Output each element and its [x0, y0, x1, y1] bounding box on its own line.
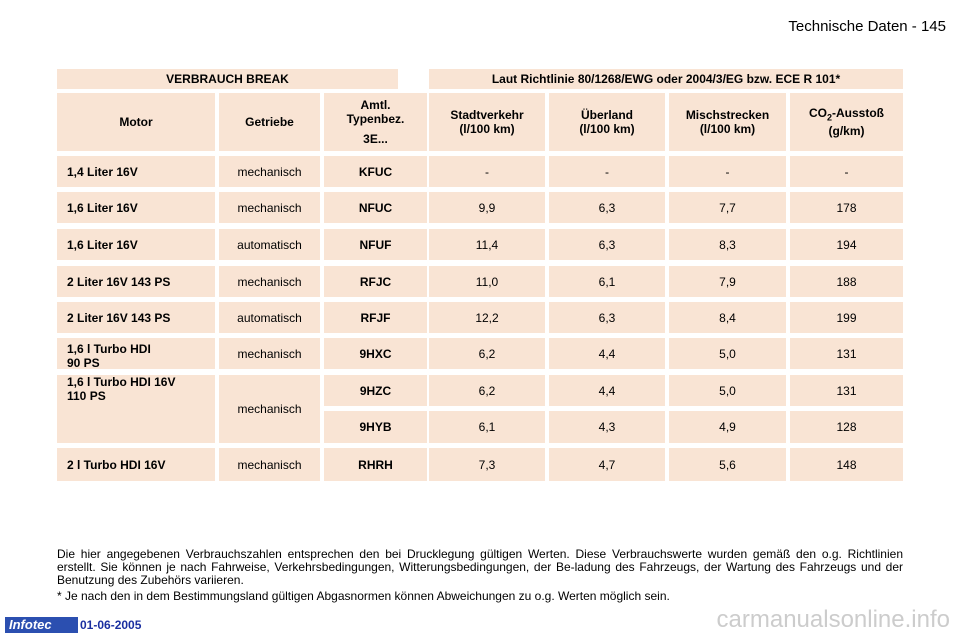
- table-cell-getriebe: automatisch: [219, 229, 320, 260]
- col-header-ueberland: Überland (l/100 km): [549, 93, 665, 151]
- table-cell-stadt: 9,9: [429, 192, 545, 223]
- table-cell-ueberland: 4,4: [549, 375, 665, 406]
- table-cell-typ: 9HXC: [324, 338, 427, 369]
- table-cell-typ: RFJF: [324, 302, 427, 333]
- table-cell-co2: 178: [790, 192, 903, 223]
- table-cell-co2: 148: [790, 448, 903, 481]
- table-cell-typ: KFUC: [324, 156, 427, 187]
- table-cell-motor: 2 Liter 16V 143 PS: [57, 266, 215, 297]
- col-header-co2: CO2-Ausstoß (g/km): [790, 93, 903, 151]
- table-cell-getriebe: mechanisch: [219, 266, 320, 297]
- table-cell-co2: 131: [790, 375, 903, 406]
- table-cell-stadt: 7,3: [429, 448, 545, 481]
- table-cell-ueberland: 6,3: [549, 302, 665, 333]
- col-header-misch: Mischstrecken (l/100 km): [669, 93, 786, 151]
- table-cell-misch: 7,9: [669, 266, 786, 297]
- table-cell-getriebe: mechanisch: [219, 192, 320, 223]
- col-header-misch-line1: Mischstrecken: [685, 108, 770, 122]
- col-header-ueberland-line1: Überland: [580, 108, 633, 122]
- col-header-typ: Amtl. Typenbez. 3E...: [324, 93, 427, 151]
- table-cell-misch: -: [669, 156, 786, 187]
- table-cell-typ: RHRH: [324, 448, 427, 481]
- motor-line2: 90 PS: [67, 356, 100, 370]
- table-standard: Laut Richtlinie 80/1268/EWG oder 2004/3/…: [429, 69, 903, 89]
- infotec-logo: Infotec: [5, 617, 78, 633]
- table-cell-co2: 199: [790, 302, 903, 333]
- table-cell-motor: 2 Liter 16V 143 PS: [57, 302, 215, 333]
- col-header-typ-line1: Amtl.: [360, 98, 391, 112]
- table-cell-typ: NFUF: [324, 229, 427, 260]
- table-cell-stadt: 11,4: [429, 229, 545, 260]
- table-cell-stadt: -: [429, 156, 545, 187]
- table-cell-misch: 4,9: [669, 411, 786, 443]
- table-cell-ueberland: 6,1: [549, 266, 665, 297]
- col-header-getriebe: Getriebe: [219, 93, 320, 151]
- table-cell-typ: 9HYB: [324, 411, 427, 443]
- table-cell-co2: 131: [790, 338, 903, 369]
- table-cell-co2: 194: [790, 229, 903, 260]
- table-cell-stadt: 12,2: [429, 302, 545, 333]
- col-header-stadt: Stadtverkehr (l/100 km): [429, 93, 545, 151]
- table-cell-stadt: 6,2: [429, 375, 545, 406]
- col-header-ueberland-line2: (l/100 km): [579, 122, 635, 136]
- print-date: 01-06-2005: [80, 618, 142, 632]
- co2-subscript: 2: [826, 112, 832, 123]
- table-cell-co2: -: [790, 156, 903, 187]
- table-cell-typ: NFUC: [324, 192, 427, 223]
- table-cell-getriebe: mechanisch: [219, 156, 320, 187]
- motor-line2: 110 PS: [67, 389, 106, 403]
- table-cell-stadt: 6,1: [429, 411, 545, 443]
- co2-prefix: CO: [808, 105, 827, 120]
- col-header-stadt-line2: (l/100 km): [459, 122, 515, 136]
- table-cell-motor: 1,6 l Turbo HDI 16V 110 PS: [57, 375, 215, 443]
- table-cell-getriebe: mechanisch: [219, 375, 320, 443]
- table-cell-typ: 9HZC: [324, 375, 427, 406]
- table-cell-misch: 8,3: [669, 229, 786, 260]
- table-cell-misch: 7,7: [669, 192, 786, 223]
- table-cell-misch: 5,0: [669, 338, 786, 369]
- col-header-co2-line2: (g/km): [828, 124, 865, 139]
- co2-suffix: -Ausstoß: [832, 105, 884, 120]
- table-cell-stadt: 6,2: [429, 338, 545, 369]
- table-cell-misch: 5,6: [669, 448, 786, 481]
- col-header-stadt-line1: Stadtverkehr: [450, 108, 524, 122]
- table-cell-co2: 128: [790, 411, 903, 443]
- table-cell-motor: 2 l Turbo HDI 16V: [57, 448, 215, 481]
- table-cell-ueberland: -: [549, 156, 665, 187]
- page-title: Technische Daten - 145: [788, 18, 946, 35]
- col-header-typ-line2: Typenbez.: [346, 112, 405, 126]
- table-cell-getriebe: automatisch: [219, 302, 320, 333]
- table-cell-ueberland: 6,3: [549, 229, 665, 260]
- watermark: carmanualsonline.info: [716, 606, 950, 633]
- table-cell-ueberland: 4,7: [549, 448, 665, 481]
- table-cell-ueberland: 4,3: [549, 411, 665, 443]
- table-cell-motor: 1,6 Liter 16V: [57, 192, 215, 223]
- table-cell-motor: 1,6 Liter 16V: [57, 229, 215, 260]
- motor-line1: 1,6 l Turbo HDI: [67, 342, 151, 356]
- motor-line1: 1,6 l Turbo HDI 16V: [67, 375, 176, 389]
- table-cell-ueberland: 4,4: [549, 338, 665, 369]
- table-cell-motor: 1,6 l Turbo HDI 90 PS: [57, 338, 215, 370]
- col-header-misch-line2: (l/100 km): [699, 122, 756, 136]
- col-header-co2-line1: CO2-Ausstoß: [809, 106, 884, 124]
- table-title: VERBRAUCH BREAK: [57, 69, 398, 89]
- col-header-typ-line3: 3E...: [363, 132, 388, 146]
- table-cell-getriebe: mechanisch: [219, 448, 320, 481]
- col-header-motor: Motor: [57, 93, 215, 151]
- table-cell-co2: 188: [790, 266, 903, 297]
- table-cell-stadt: 11,0: [429, 266, 545, 297]
- table-cell-ueberland: 6,3: [549, 192, 665, 223]
- table-cell-misch: 8,4: [669, 302, 786, 333]
- table-cell-misch: 5,0: [669, 375, 786, 406]
- table-cell-motor: 1,4 Liter 16V: [57, 156, 215, 187]
- footnote-consumption: Die hier angegebenen Verbrauchszahlen en…: [57, 547, 903, 587]
- table-cell-getriebe: mechanisch: [219, 338, 320, 369]
- table-cell-typ: RFJC: [324, 266, 427, 297]
- footnote-emissions: * Je nach den in dem Bestimmungsland gül…: [57, 589, 670, 603]
